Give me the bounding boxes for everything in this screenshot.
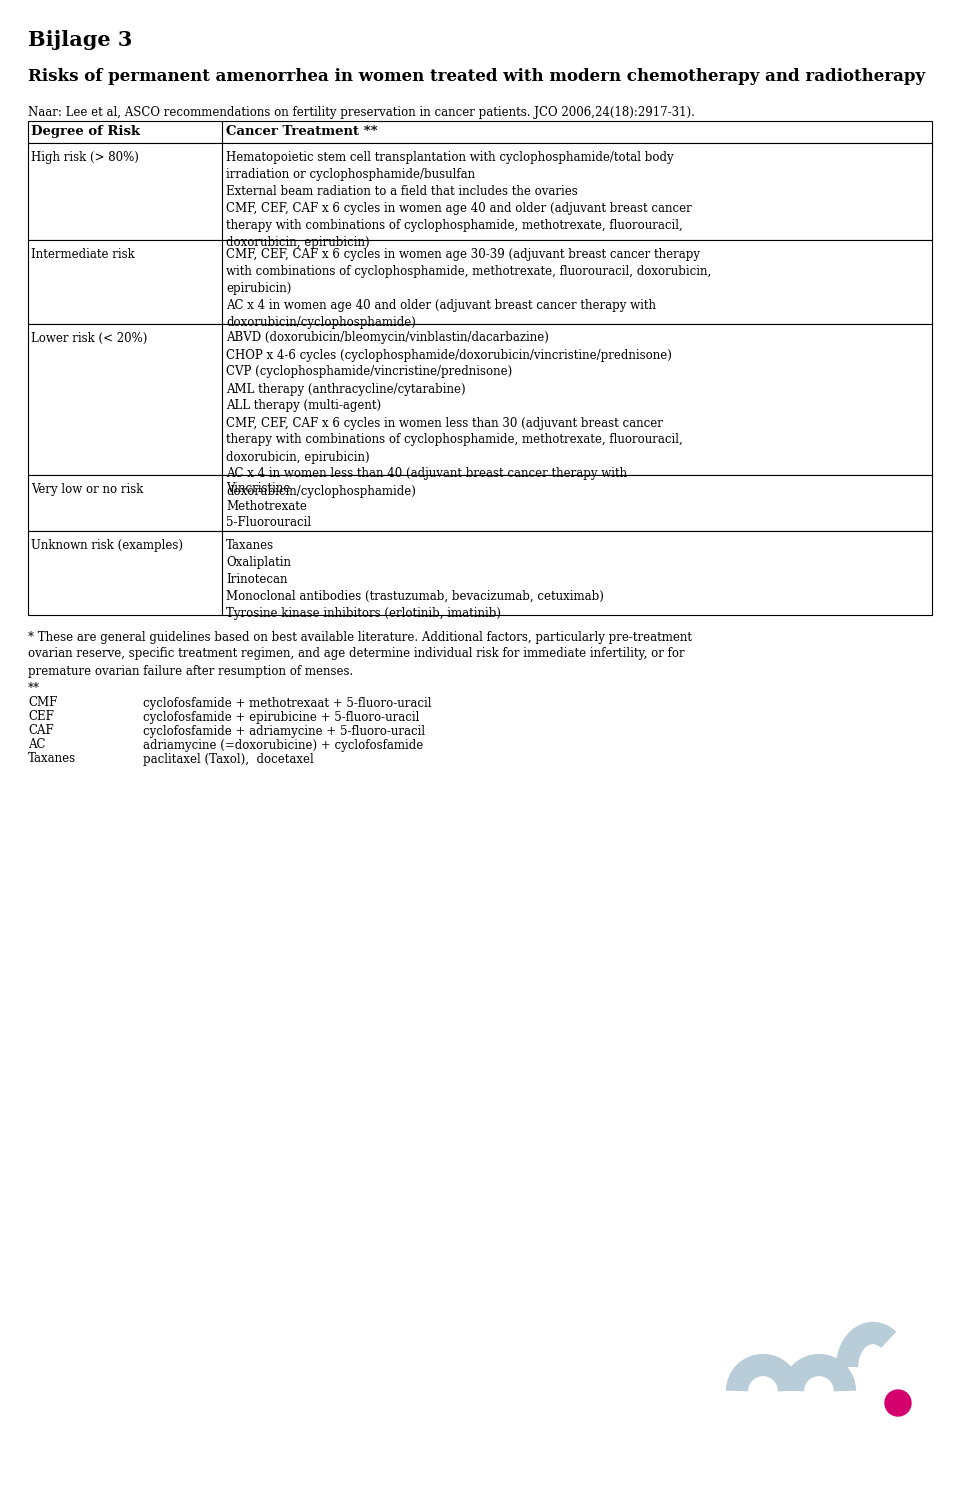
- Text: adriamycine (=doxorubicine) + cyclofosfamide: adriamycine (=doxorubicine) + cyclofosfa…: [143, 738, 423, 751]
- Text: Naar: Lee et al, ASCO recommendations on fertility preservation in cancer patien: Naar: Lee et al, ASCO recommendations on…: [28, 105, 695, 119]
- Text: Risks of permanent amenorrhea in women treated with modern chemotherapy and radi: Risks of permanent amenorrhea in women t…: [28, 68, 925, 85]
- Text: ABVD (doxorubicin/bleomycin/vinblastin/dacarbazine)
CHOP x 4-6 cycles (cyclophos: ABVD (doxorubicin/bleomycin/vinblastin/d…: [227, 331, 684, 497]
- Text: CMF: CMF: [28, 696, 58, 710]
- Text: Intermediate risk: Intermediate risk: [31, 248, 134, 261]
- Bar: [28, 120, 932, 143]
- Text: CAF: CAF: [28, 725, 54, 738]
- Text: Hematopoietic stem cell transplantation with cyclophosphamide/total body
irradia: Hematopoietic stem cell transplantation …: [227, 151, 692, 249]
- Bar: [28, 143, 932, 241]
- Text: Unknown risk (examples): Unknown risk (examples): [31, 539, 183, 552]
- Bar: [28, 475, 932, 532]
- Text: Vincristine
Methotrexate
5-Fluorouracil: Vincristine Methotrexate 5-Fluorouracil: [227, 483, 311, 530]
- Text: * These are general guidelines based on best available literature. Additional fa: * These are general guidelines based on …: [28, 631, 692, 677]
- Text: cyclofosfamide + epirubicine + 5-fluoro-uracil: cyclofosfamide + epirubicine + 5-fluoro-…: [143, 710, 420, 723]
- Text: High risk (> 80%): High risk (> 80%): [31, 151, 139, 163]
- Circle shape: [885, 1390, 911, 1417]
- Text: CEF: CEF: [28, 710, 54, 723]
- Bar: [28, 241, 932, 324]
- Text: Lower risk (< 20%): Lower risk (< 20%): [31, 331, 148, 345]
- Text: Degree of Risk: Degree of Risk: [31, 125, 140, 138]
- Text: Bijlage 3: Bijlage 3: [28, 30, 132, 50]
- Text: CMF, CEF, CAF x 6 cycles in women age 30-39 (adjuvant breast cancer therapy
with: CMF, CEF, CAF x 6 cycles in women age 30…: [227, 248, 711, 330]
- Bar: [28, 324, 932, 475]
- Text: AC: AC: [28, 738, 45, 751]
- Text: paclitaxel (Taxol),  docetaxel: paclitaxel (Taxol), docetaxel: [143, 753, 314, 765]
- Bar: [28, 532, 932, 615]
- Text: Cancer Treatment **: Cancer Treatment **: [227, 125, 378, 138]
- Text: cyclofosfamide + adriamycine + 5-fluoro-uracil: cyclofosfamide + adriamycine + 5-fluoro-…: [143, 725, 425, 738]
- Text: Taxanes
Oxaliplatin
Irinotecan
Monoclonal antibodies (trastuzumab, bevacizumab, : Taxanes Oxaliplatin Irinotecan Monoclona…: [227, 539, 604, 621]
- Text: Very low or no risk: Very low or no risk: [31, 483, 143, 496]
- Text: Taxanes: Taxanes: [28, 753, 76, 765]
- Text: cyclofosfamide + methotrexaat + 5-fluoro-uracil: cyclofosfamide + methotrexaat + 5-fluoro…: [143, 696, 431, 710]
- Text: **: **: [28, 683, 40, 695]
